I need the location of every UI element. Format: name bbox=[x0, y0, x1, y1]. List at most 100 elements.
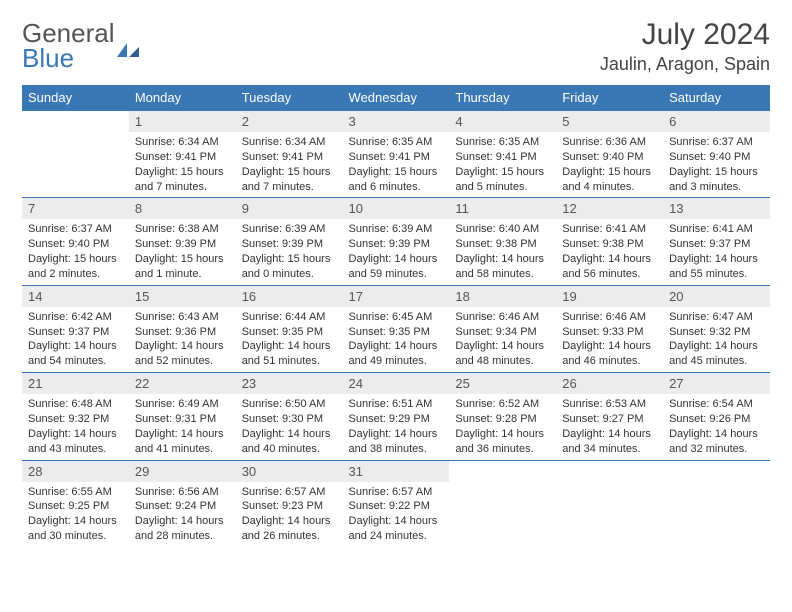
weekday-header: Wednesday bbox=[343, 85, 450, 111]
daylight-text-1: Daylight: 15 hours bbox=[455, 165, 550, 180]
day-details: Sunrise: 6:41 AMSunset: 9:38 PMDaylight:… bbox=[556, 219, 663, 284]
daylight-text-1: Daylight: 14 hours bbox=[455, 427, 550, 442]
daylight-text-2: and 34 minutes. bbox=[562, 442, 657, 457]
calendar-week-row: 1Sunrise: 6:34 AMSunset: 9:41 PMDaylight… bbox=[22, 111, 770, 198]
day-number: 23 bbox=[236, 373, 343, 394]
sunset-text: Sunset: 9:24 PM bbox=[135, 499, 230, 514]
daylight-text-1: Daylight: 14 hours bbox=[349, 427, 444, 442]
month-title: July 2024 bbox=[600, 18, 770, 52]
day-details: Sunrise: 6:40 AMSunset: 9:38 PMDaylight:… bbox=[449, 219, 556, 284]
daylight-text-2: and 46 minutes. bbox=[562, 354, 657, 369]
day-number: 1 bbox=[129, 111, 236, 132]
sunset-text: Sunset: 9:41 PM bbox=[135, 150, 230, 165]
daylight-text-1: Daylight: 14 hours bbox=[28, 339, 123, 354]
day-details: Sunrise: 6:42 AMSunset: 9:37 PMDaylight:… bbox=[22, 307, 129, 372]
sunrise-text: Sunrise: 6:37 AM bbox=[669, 135, 764, 150]
daylight-text-2: and 32 minutes. bbox=[669, 442, 764, 457]
daylight-text-1: Daylight: 15 hours bbox=[562, 165, 657, 180]
daylight-text-2: and 5 minutes. bbox=[455, 180, 550, 195]
daylight-text-2: and 7 minutes. bbox=[135, 180, 230, 195]
weekday-header: Friday bbox=[556, 85, 663, 111]
daylight-text-2: and 52 minutes. bbox=[135, 354, 230, 369]
day-details: Sunrise: 6:34 AMSunset: 9:41 PMDaylight:… bbox=[236, 132, 343, 197]
calendar-day-cell: 11Sunrise: 6:40 AMSunset: 9:38 PMDayligh… bbox=[449, 198, 556, 285]
daylight-text-1: Daylight: 14 hours bbox=[28, 514, 123, 529]
day-number: 25 bbox=[449, 373, 556, 394]
calendar-day-cell: 5Sunrise: 6:36 AMSunset: 9:40 PMDaylight… bbox=[556, 111, 663, 198]
daylight-text-1: Daylight: 14 hours bbox=[562, 427, 657, 442]
sunset-text: Sunset: 9:37 PM bbox=[28, 325, 123, 340]
day-details: Sunrise: 6:55 AMSunset: 9:25 PMDaylight:… bbox=[22, 482, 129, 547]
daylight-text-1: Daylight: 15 hours bbox=[242, 252, 337, 267]
day-details: Sunrise: 6:48 AMSunset: 9:32 PMDaylight:… bbox=[22, 394, 129, 459]
sunrise-text: Sunrise: 6:57 AM bbox=[242, 485, 337, 500]
sunrise-text: Sunrise: 6:41 AM bbox=[562, 222, 657, 237]
day-details: Sunrise: 6:56 AMSunset: 9:24 PMDaylight:… bbox=[129, 482, 236, 547]
calendar-day-cell: 14Sunrise: 6:42 AMSunset: 9:37 PMDayligh… bbox=[22, 285, 129, 372]
sunset-text: Sunset: 9:29 PM bbox=[349, 412, 444, 427]
page-header: GeneralBlue July 2024 Jaulin, Aragon, Sp… bbox=[22, 18, 770, 75]
sunrise-text: Sunrise: 6:39 AM bbox=[242, 222, 337, 237]
daylight-text-2: and 2 minutes. bbox=[28, 267, 123, 282]
day-number: 4 bbox=[449, 111, 556, 132]
calendar-body: 1Sunrise: 6:34 AMSunset: 9:41 PMDaylight… bbox=[22, 111, 770, 547]
header-right: July 2024 Jaulin, Aragon, Spain bbox=[600, 18, 770, 75]
sunset-text: Sunset: 9:25 PM bbox=[28, 499, 123, 514]
sunset-text: Sunset: 9:30 PM bbox=[242, 412, 337, 427]
daylight-text-1: Daylight: 14 hours bbox=[242, 427, 337, 442]
day-number: 15 bbox=[129, 286, 236, 307]
daylight-text-1: Daylight: 15 hours bbox=[135, 165, 230, 180]
sunrise-text: Sunrise: 6:45 AM bbox=[349, 310, 444, 325]
daylight-text-1: Daylight: 14 hours bbox=[28, 427, 123, 442]
sunset-text: Sunset: 9:38 PM bbox=[562, 237, 657, 252]
sunset-text: Sunset: 9:39 PM bbox=[349, 237, 444, 252]
sunrise-text: Sunrise: 6:44 AM bbox=[242, 310, 337, 325]
sunrise-text: Sunrise: 6:55 AM bbox=[28, 485, 123, 500]
day-number: 17 bbox=[343, 286, 450, 307]
day-number: 11 bbox=[449, 198, 556, 219]
calendar-day-cell bbox=[663, 460, 770, 547]
day-number: 16 bbox=[236, 286, 343, 307]
day-details: Sunrise: 6:39 AMSunset: 9:39 PMDaylight:… bbox=[343, 219, 450, 284]
daylight-text-2: and 6 minutes. bbox=[349, 180, 444, 195]
daylight-text-1: Daylight: 14 hours bbox=[135, 339, 230, 354]
day-details: Sunrise: 6:34 AMSunset: 9:41 PMDaylight:… bbox=[129, 132, 236, 197]
sunrise-text: Sunrise: 6:54 AM bbox=[669, 397, 764, 412]
daylight-text-1: Daylight: 15 hours bbox=[242, 165, 337, 180]
daylight-text-2: and 24 minutes. bbox=[349, 529, 444, 544]
day-details: Sunrise: 6:47 AMSunset: 9:32 PMDaylight:… bbox=[663, 307, 770, 372]
sunrise-text: Sunrise: 6:57 AM bbox=[349, 485, 444, 500]
sunset-text: Sunset: 9:40 PM bbox=[562, 150, 657, 165]
daylight-text-2: and 28 minutes. bbox=[135, 529, 230, 544]
calendar-day-cell: 10Sunrise: 6:39 AMSunset: 9:39 PMDayligh… bbox=[343, 198, 450, 285]
calendar-day-cell: 30Sunrise: 6:57 AMSunset: 9:23 PMDayligh… bbox=[236, 460, 343, 547]
brand-logo: GeneralBlue bbox=[22, 18, 139, 74]
calendar-day-cell: 21Sunrise: 6:48 AMSunset: 9:32 PMDayligh… bbox=[22, 373, 129, 460]
calendar-day-cell: 22Sunrise: 6:49 AMSunset: 9:31 PMDayligh… bbox=[129, 373, 236, 460]
calendar-day-cell: 15Sunrise: 6:43 AMSunset: 9:36 PMDayligh… bbox=[129, 285, 236, 372]
sunset-text: Sunset: 9:31 PM bbox=[135, 412, 230, 427]
day-details: Sunrise: 6:41 AMSunset: 9:37 PMDaylight:… bbox=[663, 219, 770, 284]
sunrise-text: Sunrise: 6:40 AM bbox=[455, 222, 550, 237]
day-details: Sunrise: 6:39 AMSunset: 9:39 PMDaylight:… bbox=[236, 219, 343, 284]
daylight-text-1: Daylight: 14 hours bbox=[349, 514, 444, 529]
calendar-day-cell bbox=[556, 460, 663, 547]
day-number: 29 bbox=[129, 461, 236, 482]
daylight-text-1: Daylight: 14 hours bbox=[455, 252, 550, 267]
sunset-text: Sunset: 9:40 PM bbox=[28, 237, 123, 252]
day-details: Sunrise: 6:50 AMSunset: 9:30 PMDaylight:… bbox=[236, 394, 343, 459]
daylight-text-2: and 0 minutes. bbox=[242, 267, 337, 282]
sunset-text: Sunset: 9:39 PM bbox=[135, 237, 230, 252]
calendar-day-cell: 12Sunrise: 6:41 AMSunset: 9:38 PMDayligh… bbox=[556, 198, 663, 285]
sunset-text: Sunset: 9:40 PM bbox=[669, 150, 764, 165]
sunset-text: Sunset: 9:27 PM bbox=[562, 412, 657, 427]
daylight-text-1: Daylight: 14 hours bbox=[242, 514, 337, 529]
daylight-text-1: Daylight: 15 hours bbox=[135, 252, 230, 267]
day-details: Sunrise: 6:35 AMSunset: 9:41 PMDaylight:… bbox=[343, 132, 450, 197]
daylight-text-2: and 45 minutes. bbox=[669, 354, 764, 369]
sunrise-text: Sunrise: 6:47 AM bbox=[669, 310, 764, 325]
day-number: 9 bbox=[236, 198, 343, 219]
sunrise-text: Sunrise: 6:53 AM bbox=[562, 397, 657, 412]
sunrise-text: Sunrise: 6:52 AM bbox=[455, 397, 550, 412]
location-text: Jaulin, Aragon, Spain bbox=[600, 54, 770, 75]
